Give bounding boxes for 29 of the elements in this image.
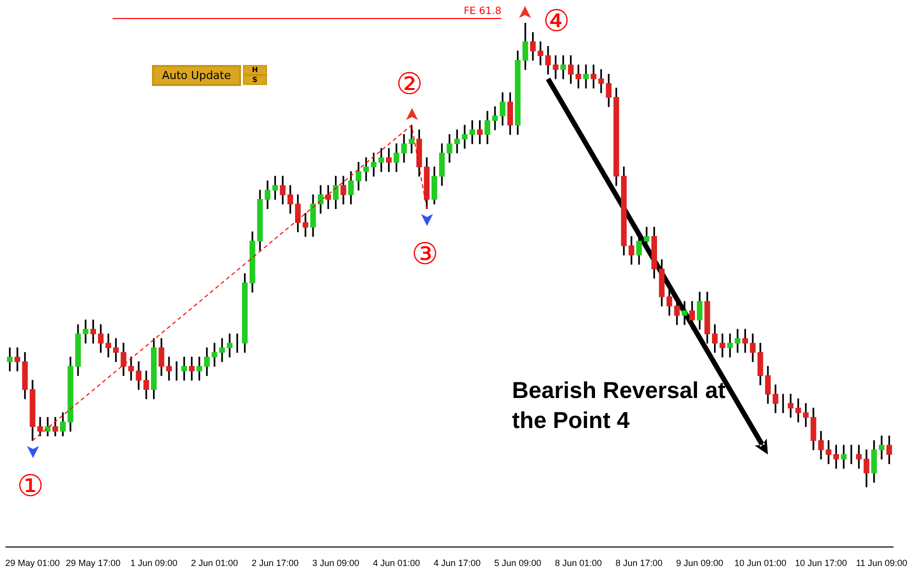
x-tick-label: 9 Jun 09:00: [676, 558, 724, 568]
annotation: ③: [411, 236, 438, 272]
annotation: Bearish Reversal at the Point 4: [512, 376, 727, 435]
candlestick: [590, 64, 596, 88]
x-tick-label: 4 Jun 01:00: [372, 558, 420, 568]
x-tick-label: 10 Jun 01:00: [734, 558, 786, 568]
candlestick: [302, 212, 308, 237]
x-tick-label: 29 May 01:00: [5, 558, 60, 568]
candlestick: [720, 334, 726, 358]
x-tick-label: 1 Jun 09:00: [130, 558, 178, 568]
candlestick: [166, 356, 172, 381]
candlestick: [682, 301, 688, 325]
x-tick-label: 10 Jun 17:00: [794, 558, 847, 568]
x-tick-label: 5 Jun 09:00: [494, 558, 542, 568]
annotation: ①: [17, 468, 44, 504]
x-tick-label: 2 Jun 01:00: [190, 558, 238, 568]
x-tick-label: 3 Jun 09:00: [312, 558, 360, 568]
candlestick: [583, 64, 589, 88]
ref-line-label: FE 61.8: [464, 6, 502, 18]
annotation: ②: [396, 67, 424, 102]
x-tick-label: 11 Jun 09:00: [856, 558, 908, 568]
x-tick-label: 8 Jun 01:00: [554, 558, 602, 568]
x-tick-label: 29 May 17:00: [66, 558, 120, 568]
annotation: ④: [542, 4, 570, 40]
candlestick: [727, 334, 733, 358]
x-tick-label: 2 Jun 17:00: [252, 558, 299, 568]
annotation: Auto Update: [152, 65, 241, 86]
x-tick-label: 8 Jun 17:00: [616, 558, 663, 568]
x-tick-label: 4 Jun 17:00: [434, 558, 481, 568]
